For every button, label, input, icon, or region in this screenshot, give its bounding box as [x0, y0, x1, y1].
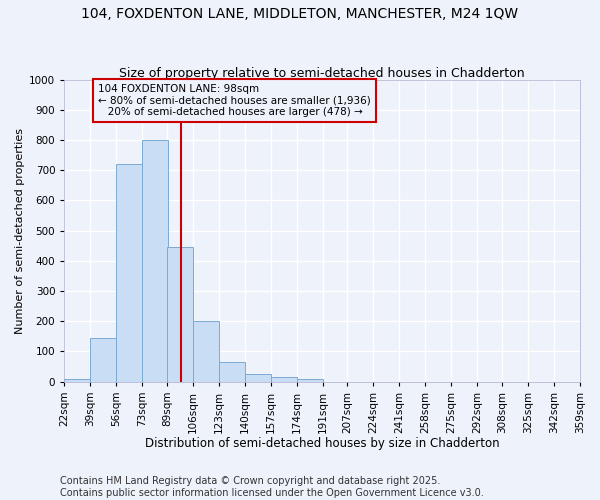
Bar: [297, 378, 323, 382]
Text: Contains HM Land Registry data © Crown copyright and database right 2025.
Contai: Contains HM Land Registry data © Crown c…: [60, 476, 484, 498]
Bar: [91, 338, 116, 382]
Bar: [271, 377, 297, 382]
Y-axis label: Number of semi-detached properties: Number of semi-detached properties: [15, 128, 25, 334]
Text: 104 FOXDENTON LANE: 98sqm
← 80% of semi-detached houses are smaller (1,936)
   2: 104 FOXDENTON LANE: 98sqm ← 80% of semi-…: [98, 84, 371, 117]
Bar: [64, 378, 91, 382]
Bar: [116, 164, 142, 382]
Bar: [167, 247, 193, 382]
Bar: [142, 140, 169, 382]
Text: 104, FOXDENTON LANE, MIDDLETON, MANCHESTER, M24 1QW: 104, FOXDENTON LANE, MIDDLETON, MANCHEST…: [82, 8, 518, 22]
X-axis label: Distribution of semi-detached houses by size in Chadderton: Distribution of semi-detached houses by …: [145, 437, 499, 450]
Bar: [245, 374, 271, 382]
Bar: [193, 321, 219, 382]
Title: Size of property relative to semi-detached houses in Chadderton: Size of property relative to semi-detach…: [119, 66, 525, 80]
Bar: [219, 362, 245, 382]
